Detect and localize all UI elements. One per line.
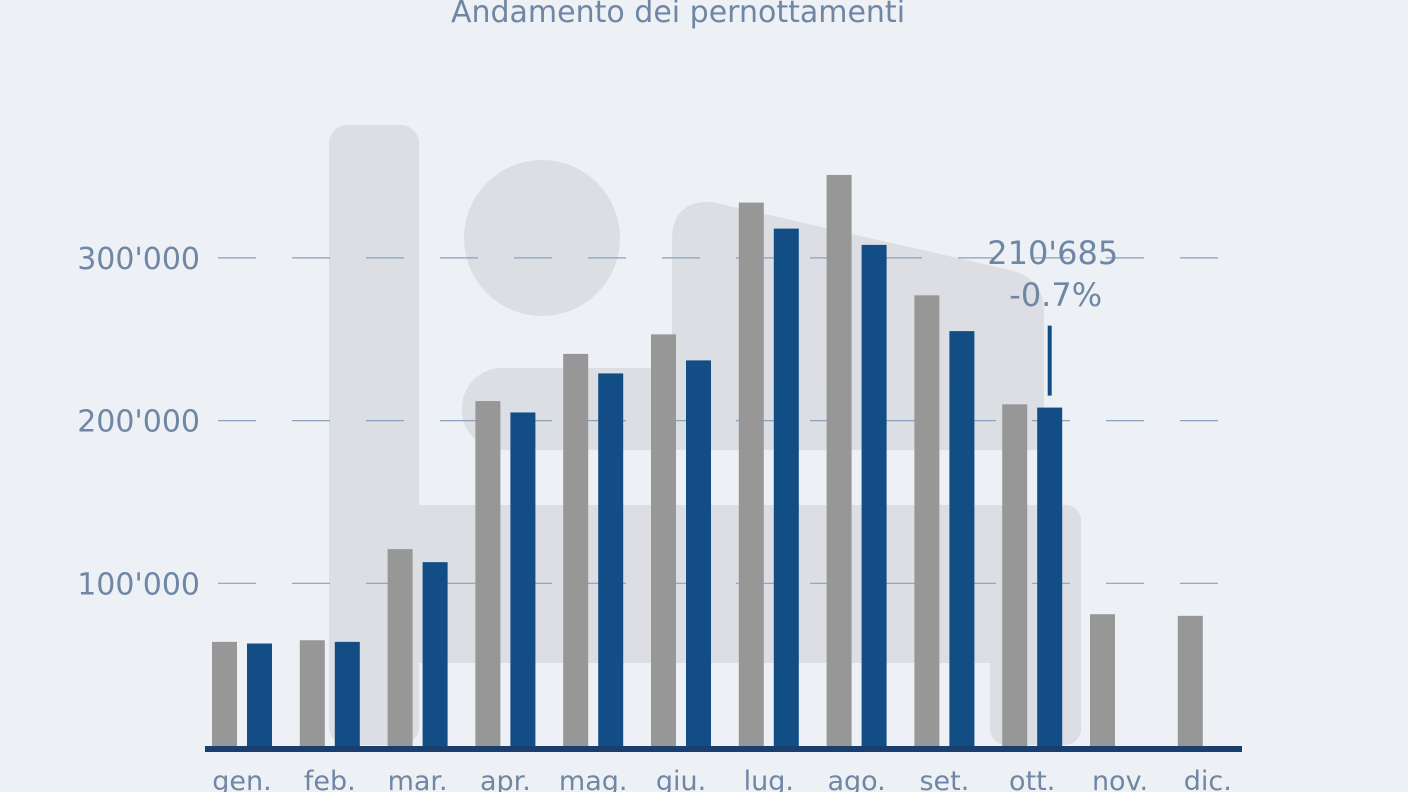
bar-previous-year [387, 549, 413, 746]
bars [212, 174, 1203, 747]
bar-previous-year [475, 401, 501, 746]
bar-previous-year [826, 174, 852, 747]
x-tick-label: nov. [1092, 766, 1148, 792]
bar-previous-year [563, 353, 589, 746]
y-tick-label: 100'000 [77, 567, 200, 602]
bar-previous-year [299, 640, 325, 746]
x-tick-label: mag. [559, 766, 628, 792]
bar-previous-year [1090, 614, 1115, 746]
annotation: 210'685 -0.7% [987, 234, 1118, 396]
x-tick-label: feb. [304, 766, 356, 792]
bar-current-year [422, 562, 448, 746]
bar-current-year [1037, 407, 1063, 746]
y-tick-label: 300'000 [77, 242, 200, 277]
x-tick-label: set. [919, 766, 969, 792]
annotation-value-label: 210'685 [987, 234, 1118, 272]
bar-previous-year [212, 641, 237, 746]
bar-current-year [598, 373, 624, 746]
x-tick-label: apr. [480, 766, 531, 792]
bar-current-year [334, 641, 360, 746]
x-axis-tick-labels: gen. feb. mar. apr. mag. giu. lug. ago. set. ott.… [212, 766, 1232, 792]
bar-current-year [247, 643, 272, 746]
bar-current-year [686, 360, 711, 746]
bar-current-year [949, 331, 975, 746]
chart-title: Andamento dei pernottamenti [451, 0, 905, 30]
bar-previous-year [1177, 615, 1203, 746]
y-tick-label: 200'000 [77, 405, 200, 440]
x-tick-label: mar. [388, 766, 448, 792]
bar-previous-year [738, 202, 764, 746]
bar-current-year [861, 244, 887, 746]
bar-previous-year [651, 334, 676, 746]
x-tick-label: ott. [1009, 766, 1055, 792]
x-tick-label: giu. [656, 766, 706, 792]
annotation-change-label: -0.7% [1009, 276, 1102, 314]
x-tick-label: gen. [212, 766, 271, 792]
bar-previous-year [914, 295, 940, 746]
x-tick-label: ago. [827, 766, 885, 792]
x-tick-label: lug. [744, 766, 794, 792]
bar-current-year [773, 228, 799, 746]
x-tick-label: dic. [1184, 766, 1232, 792]
bar-previous-year [1002, 404, 1028, 746]
y-axis-tick-labels: 100'000 200'000 300'000 [77, 242, 200, 602]
bar-current-year [510, 412, 536, 746]
